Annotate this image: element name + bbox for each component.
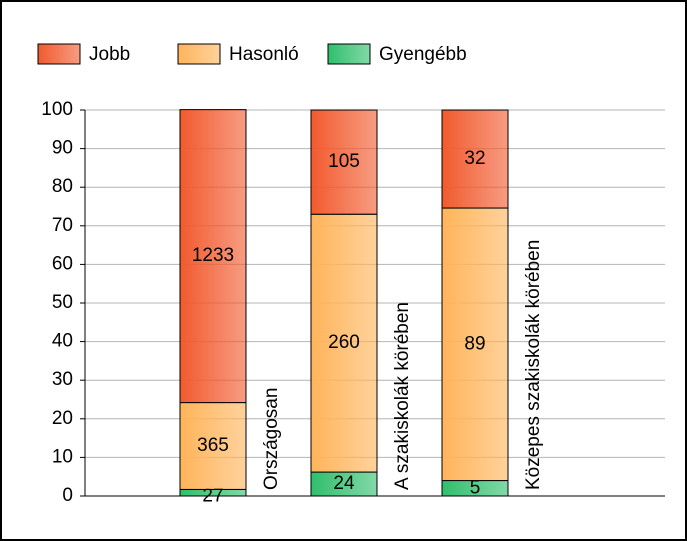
legend-swatch: [177, 43, 221, 65]
y-tick-label: 100: [41, 99, 73, 120]
y-tick-label: 70: [52, 215, 73, 236]
value-label: 27: [202, 486, 223, 507]
y-tick-label: 30: [52, 369, 73, 390]
value-label: 105: [328, 151, 360, 172]
bar-segment: [441, 109, 509, 209]
y-tick-label: 80: [52, 176, 73, 197]
y-tick-label: 90: [52, 138, 73, 159]
value-label: 260: [328, 332, 360, 353]
bar-segment: [441, 207, 509, 482]
legend-swatch: [37, 43, 81, 65]
bar-segment: [179, 109, 247, 404]
legend-label: Jobb: [89, 44, 130, 65]
y-tick-label: 10: [52, 446, 73, 467]
value-label: 89: [464, 333, 485, 354]
x-tick-label: Közepes szakiskolák körében: [523, 240, 544, 490]
y-tick-label: 60: [52, 253, 73, 274]
x-tick-label: A szakiskolák körében: [392, 302, 413, 490]
bar-segment: [179, 402, 247, 490]
y-tick-label: 50: [52, 292, 73, 313]
x-tick-label: Országosan: [261, 388, 282, 490]
value-label: 24: [333, 473, 355, 494]
legend-label: Gyengébb: [379, 44, 467, 65]
legend-label: Hasonló: [229, 44, 299, 65]
value-label: 365: [197, 435, 229, 456]
value-label: 1233: [192, 245, 234, 266]
value-label: 5: [470, 477, 481, 498]
bar-segment: [310, 213, 378, 473]
legend-swatch: [327, 43, 371, 65]
value-label: 32: [464, 148, 485, 169]
bar-segment: [310, 109, 378, 215]
y-tick-label: 0: [62, 485, 73, 506]
y-tick-label: 20: [52, 408, 73, 429]
y-tick-label: 40: [52, 331, 73, 352]
